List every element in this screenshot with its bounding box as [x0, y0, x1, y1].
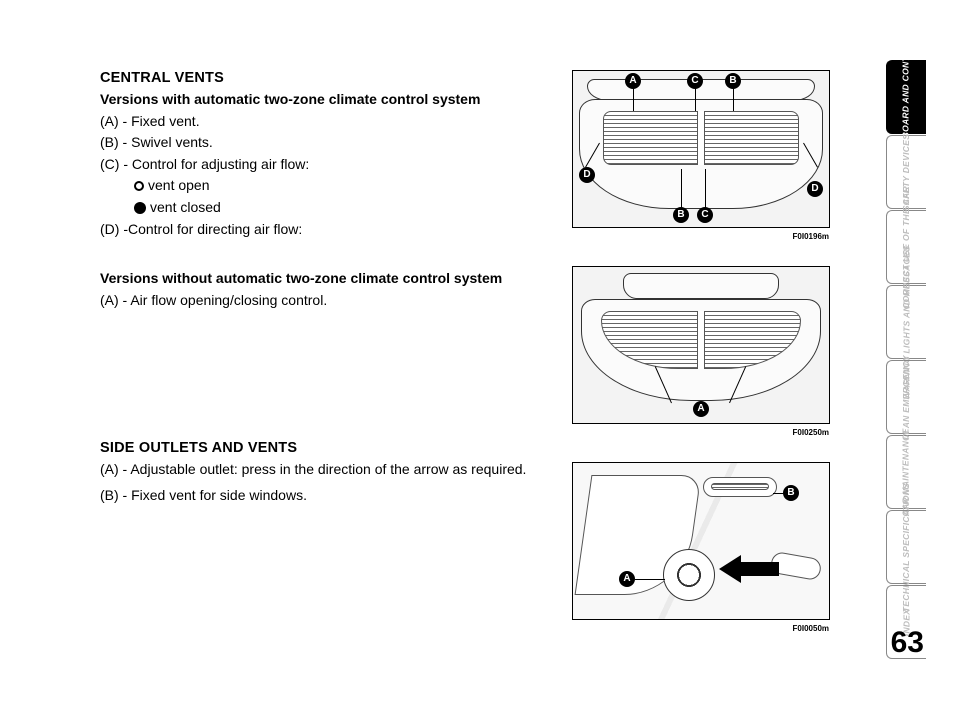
fig1-label-D-right: D [807, 181, 823, 197]
fig2-id: F0I0250m [793, 428, 829, 437]
fig1-label-A: A [625, 73, 641, 89]
text-column: CENTRAL VENTS Versions with automatic tw… [100, 70, 560, 508]
fig3-label-B: B [783, 485, 799, 501]
tab-warning-lights[interactable]: WARNING LIGHTS AND MESSAGES [886, 285, 926, 359]
fig1-label-B-top: B [725, 73, 741, 89]
fig1-label-D-left: D [579, 167, 595, 183]
page: CENTRAL VENTS Versions with automatic tw… [0, 0, 954, 702]
figure-side-vents: A B F0I0050m [572, 462, 830, 620]
vent-closed-text: vent closed [150, 199, 221, 215]
fig1-label-C-bottom: C [697, 207, 713, 223]
line-a2: (A) - Air flow opening/closing control. [100, 291, 560, 311]
fig3-id: F0I0050m [793, 624, 829, 633]
tab-label: IN AN EMERGENCY [902, 355, 911, 439]
circle-closed-icon [134, 202, 146, 214]
line-a1: (A) - Fixed vent. [100, 112, 560, 132]
heading-side-vents: SIDE OUTLETS AND VENTS [100, 440, 560, 456]
fig3-label-A: A [619, 571, 635, 587]
vent-open-line: vent open [100, 176, 560, 196]
fig1-label-C-top: C [687, 73, 703, 89]
tab-tech-specs[interactable]: TECHNICAL SPECIFICATIONS [886, 510, 926, 584]
fig1-id: F0I0196m [793, 232, 829, 241]
fig2-label-A: A [693, 401, 709, 417]
tab-dashboard-controls[interactable]: DASHBOARD AND CONTROLS [886, 60, 926, 134]
side-tabs: DASHBOARD AND CONTROLS SAFETY DEVICES CO… [886, 60, 926, 659]
tab-emergency[interactable]: IN AN EMERGENCY [886, 360, 926, 434]
vent-closed-line: vent closed [100, 198, 560, 218]
page-number: 63 [891, 626, 924, 660]
figure-central-vents-auto: A C B D D B C F0I0196m [572, 70, 830, 228]
line-a3: (A) - Adjustable outlet: press in the di… [100, 460, 560, 480]
subhead-with-auto: Versions with automatic two-zone climate… [100, 90, 560, 110]
figure-central-vents-noauto: A F0I0250m [572, 266, 830, 424]
subhead-without-auto: Versions without automatic two-zone clim… [100, 269, 560, 289]
vent-open-text: vent open [148, 177, 210, 193]
line-b3: (B) - Fixed vent for side windows. [100, 486, 560, 506]
line-b1: (B) - Swivel vents. [100, 133, 560, 153]
circle-open-icon [134, 181, 144, 191]
fig1-label-B-bottom: B [673, 207, 689, 223]
figures-column: A C B D D B C F0I0196m A F0I0250m [572, 70, 832, 620]
line-c1: (C) - Control for adjusting air flow: [100, 155, 560, 175]
heading-central-vents: CENTRAL VENTS [100, 70, 560, 86]
line-d1: (D) -Control for directing air flow: [100, 220, 560, 240]
